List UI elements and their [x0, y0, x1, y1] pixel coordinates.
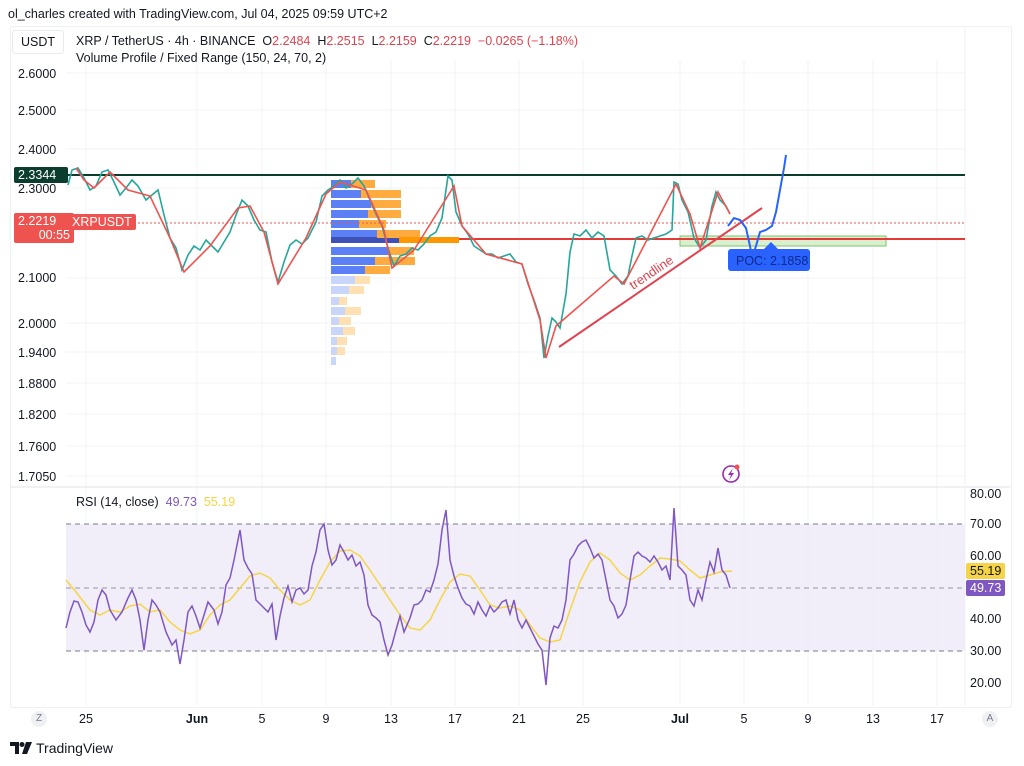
- last-price-tag: 2.2219 00:55: [14, 213, 74, 243]
- brand-name: TradingView: [36, 740, 114, 756]
- lightning-icon[interactable]: [722, 464, 740, 483]
- time-tick: Jul: [670, 712, 690, 726]
- open-label: O: [262, 34, 273, 48]
- poc-label: POC: 2.1858: [736, 254, 808, 268]
- close-value: 2.2219: [432, 34, 471, 48]
- price-tick: 1.8200: [18, 408, 57, 422]
- price-tick: 1.7050: [18, 470, 57, 484]
- time-tick: 25: [576, 712, 590, 726]
- poc-label-box[interactable]: [728, 249, 810, 271]
- rsi-tick: 30.00: [970, 644, 1002, 658]
- rsi-tick: 60.00: [970, 549, 1002, 563]
- trendline[interactable]: [558, 207, 763, 348]
- rsi-tick: 70.00: [970, 517, 1002, 531]
- price-tick: 2.3000: [18, 182, 57, 196]
- symbol-price-tag: XRPUSDT: [68, 214, 136, 230]
- time-tick: 9: [804, 712, 812, 726]
- candle-countdown: 00:55: [38, 228, 70, 242]
- poc-zone[interactable]: [679, 235, 887, 247]
- change-value: −0.0265 (−1.18%): [477, 34, 578, 48]
- low-label: L: [371, 34, 379, 48]
- chart-frame: [10, 26, 1012, 708]
- rsi-line: [65, 507, 731, 686]
- rsi-band: [66, 524, 965, 651]
- forecast-path[interactable]: [727, 154, 787, 259]
- rsi-ma-value: 55.19: [203, 495, 236, 509]
- price-tick: 1.7600: [18, 440, 57, 454]
- rsi-value-tag: 49.73: [966, 580, 1006, 596]
- chart-credit: ol_charles created with TradingView.com,…: [8, 7, 388, 21]
- time-tick: Jun: [185, 712, 209, 726]
- rsi-title: RSI (14, close): [76, 495, 159, 509]
- price-tick: 1.9400: [18, 346, 57, 360]
- high-label: H: [317, 34, 327, 48]
- high-value: 2.2515: [326, 34, 365, 48]
- rsi-tick: 20.00: [970, 676, 1002, 690]
- volume-profile: [331, 180, 459, 365]
- symbol-line[interactable]: XRP / TetherUS · 4h · BINANCE: [76, 34, 256, 48]
- auto-scale-button[interactable]: A: [982, 711, 998, 727]
- rsi-value: 49.73: [165, 495, 197, 509]
- volume-profile-legend[interactable]: Volume Profile / Fixed Range (150, 24, 7…: [76, 51, 327, 65]
- time-tick: 5: [258, 712, 266, 726]
- time-tick: 17: [448, 712, 462, 726]
- price-tick: 2.6000: [18, 67, 57, 81]
- price-tick: 2.4000: [18, 143, 57, 157]
- rsi-legend[interactable]: RSI (14, close) 49.73 55.19: [76, 495, 235, 509]
- currency-box[interactable]: USDT: [12, 30, 64, 54]
- time-tick: 21: [512, 712, 526, 726]
- zoom-reset-button[interactable]: Z: [31, 711, 47, 727]
- candles: [67, 167, 731, 359]
- time-tick: 17: [930, 712, 944, 726]
- time-tick: 13: [384, 712, 398, 726]
- resistance-price-tag: 2.3344: [14, 167, 68, 183]
- tradingview-logo-icon: [10, 742, 32, 754]
- open-value: 2.2484: [272, 34, 311, 48]
- tradingview-brand[interactable]: TradingView: [10, 740, 113, 756]
- time-tick: 5: [740, 712, 748, 726]
- time-tick: 9: [322, 712, 330, 726]
- rsi-tick: 80.00: [970, 487, 1002, 501]
- time-tick: 25: [79, 712, 93, 726]
- rsi-tick: 40.00: [970, 612, 1002, 626]
- price-tick: 2.0000: [18, 317, 57, 331]
- low-value: 2.2159: [378, 34, 417, 48]
- close-label: C: [423, 34, 433, 48]
- price-tick: 1.8800: [18, 377, 57, 391]
- time-tick: 13: [866, 712, 880, 726]
- rsi-ma-tag: 55.19: [966, 563, 1006, 579]
- symbol-legend: XRP / TetherUS · 4h · BINANCE O2.2484 H2…: [76, 34, 578, 48]
- last-price-value: 2.2219: [18, 214, 57, 228]
- price-tick: 2.5000: [18, 104, 57, 118]
- price-tick: 2.1000: [18, 271, 57, 285]
